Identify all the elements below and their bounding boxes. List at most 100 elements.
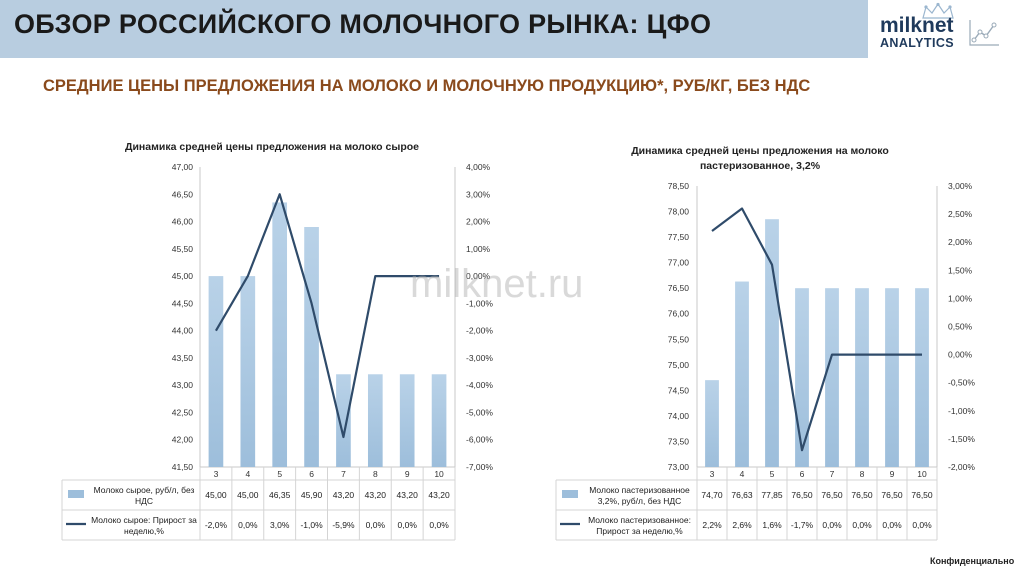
table-cell-value: -5,9% [332,520,355,530]
y2-axis-tick-label: 2,00% [466,217,491,227]
table-cell-value: 74,70 [701,490,723,500]
y2-axis-tick-label: 0,50% [948,322,973,332]
table-cell-value: 76,50 [911,490,933,500]
bar [705,380,719,467]
legend-label: Молоко сырое: Прирост за [91,515,197,525]
y-axis-tick-label: 42,00 [172,435,194,445]
y-axis-tick-label: 42,50 [172,407,194,417]
y-axis-tick-label: 77,50 [668,232,690,242]
legend-label: НДС [135,496,153,506]
y-axis-tick-label: 78,00 [668,207,690,217]
x-axis-tick-label: 6 [800,469,805,479]
y-axis-tick-label: 41,50 [172,462,194,472]
y2-axis-tick-label: 2,00% [948,237,973,247]
bar [825,288,839,467]
line-graph-icon [969,20,999,46]
table-cell-value: 46,35 [269,490,291,500]
y-axis-tick-label: 45,00 [172,271,194,281]
x-axis-tick-label: 6 [309,469,314,479]
table-cell-value: -1,0% [300,520,323,530]
y-axis-tick-label: 44,50 [172,298,194,308]
bar [795,288,809,467]
logo-text-milknet: milknet [880,14,954,37]
legend-bar-key [562,490,578,498]
bar [272,202,288,468]
y2-axis-tick-label: 0,00% [948,350,973,360]
table-cell-value: 43,20 [333,490,355,500]
y2-axis-tick-label: 0,00% [466,271,491,281]
y2-axis-tick-label: -1,50% [948,434,975,444]
table-cell-value: 0,0% [912,520,932,530]
bar [885,288,899,467]
y-axis-tick-label: 73,50 [668,436,690,446]
logo-text-analytics: ANALYTICS [880,36,954,50]
y-axis-tick-label: 43,00 [172,380,194,390]
y-axis-tick-label: 77,00 [668,258,690,268]
bar [240,276,256,467]
y-axis-tick-label: 47,00 [172,162,194,172]
series-line [214,193,440,439]
x-axis-tick-label: 4 [245,469,250,479]
table-cell-value: 76,50 [821,490,843,500]
x-axis-tick-label: 10 [917,469,927,479]
y2-axis-tick-label: 3,00% [466,189,491,199]
y2-axis-tick-label: 3,00% [948,181,973,191]
y-axis-tick-label: 76,50 [668,283,690,293]
table-cell-value: 77,85 [761,490,783,500]
table-cell-value: 76,50 [851,490,873,500]
watermark: milknet.ru [410,262,584,306]
x-axis-tick-label: 7 [341,469,346,479]
table-cell-value: 0,0% [852,520,872,530]
y-axis-tick-label: 74,00 [668,411,690,421]
y2-axis-tick-label: -4,00% [466,380,493,390]
chart-title: пастеризованное, 3,2% [700,160,821,172]
y2-axis-tick-label: -1,00% [948,406,975,416]
legend-label: Прирост за неделю,% [596,526,683,536]
y2-axis-tick-label: -3,00% [466,353,493,363]
legend-label: Молоко сырое, руб/л, без [94,485,195,495]
chart-title: Динамика средней цены предложения на мол… [631,145,889,157]
y2-axis-tick-label: -1,00% [466,298,493,308]
x-axis-tick-label: 9 [890,469,895,479]
x-axis-tick-label: 3 [214,469,219,479]
bar [336,374,351,467]
table-cell-value: 76,50 [881,490,903,500]
table-cell-value: 43,20 [428,490,450,500]
y2-axis-tick-label: 1,00% [466,244,491,254]
y-axis-tick-label: 44,00 [172,326,194,336]
table-cell-value: 0,0% [398,520,418,530]
y2-axis-tick-label: -2,00% [466,326,493,336]
y-axis-tick-label: 74,50 [668,385,690,395]
y-axis-tick-label: 46,00 [172,217,194,227]
y2-axis-tick-label: -6,00% [466,435,493,445]
x-axis-tick-label: 9 [405,469,410,479]
table-cell-value: -2,0% [205,520,228,530]
y2-axis-tick-label: -0,50% [948,378,975,388]
legend-label: Молоко пастеризованное [589,485,690,495]
page-title: ОБЗОР РОССИЙСКОГО МОЛОЧНОГО РЫНКА: ЦФО [14,9,712,39]
y-axis-tick-label: 45,50 [172,244,194,254]
table-cell-value: 76,50 [791,490,813,500]
table-cell-value: 43,20 [365,490,387,500]
x-axis-tick-label: 10 [434,469,444,479]
logo [868,0,1024,58]
bar [855,288,869,467]
y-axis-tick-label: 73,00 [668,462,690,472]
table-cell-value: 45,00 [237,490,259,500]
y2-axis-tick-label: -7,00% [466,462,493,472]
y-axis-tick-label: 75,00 [668,360,690,370]
y-axis-tick-label: 76,00 [668,309,690,319]
x-axis-tick-label: 4 [740,469,745,479]
table-cell-value: 76,63 [731,490,753,500]
header-bar [0,0,1024,58]
y2-axis-tick-label: -2,00% [948,462,975,472]
table-cell-value: 45,90 [301,490,323,500]
y2-axis-tick-label: 1,50% [948,265,973,275]
table-cell-value: -1,7% [791,520,814,530]
table-cell-value: 0,0% [366,520,386,530]
legend-label: Молоко пастеризованное: [588,515,691,525]
table-cell-value: 2,2% [702,520,722,530]
y2-axis-tick-label: -5,00% [466,407,493,417]
